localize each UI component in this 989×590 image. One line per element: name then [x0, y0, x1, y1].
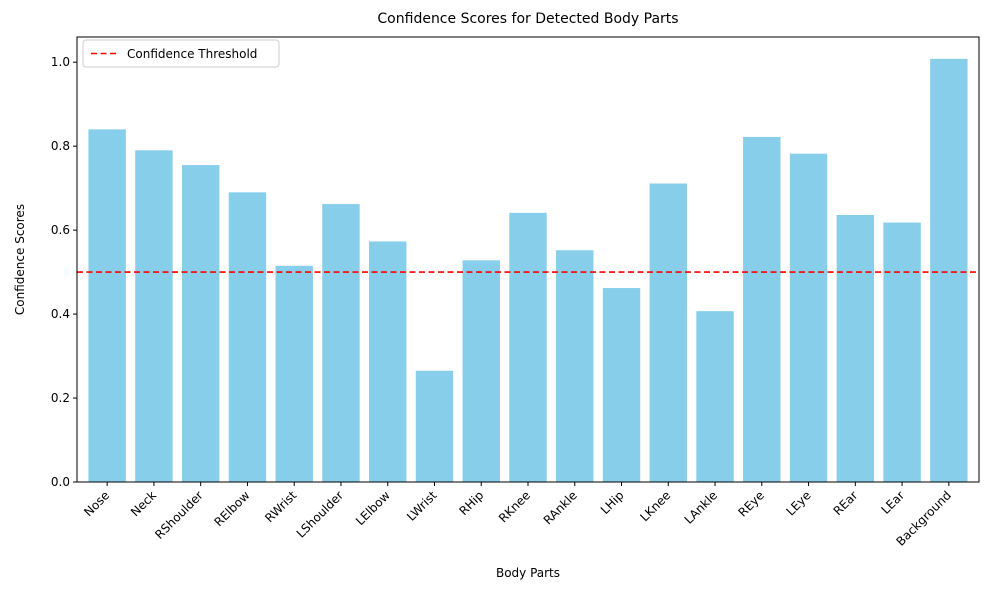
x-tick-label: Nose [81, 488, 112, 519]
bar-neck [135, 150, 173, 482]
y-tick-label: 0.4 [51, 307, 70, 321]
x-tick-label: LElbow [353, 488, 393, 528]
bar-background [930, 58, 968, 482]
legend: Confidence Threshold [82, 39, 280, 68]
bar-rknee [509, 212, 547, 482]
x-tick-label: LEye [783, 488, 813, 518]
y-tick-label: 0.8 [51, 139, 70, 153]
bars-group [88, 58, 968, 482]
x-tick-label: RElbow [212, 488, 253, 529]
x-tick-label: REar [831, 488, 861, 518]
y-tick-label: 0.6 [51, 223, 70, 237]
legend-threshold-label: Confidence Threshold [127, 47, 257, 61]
x-tick-label: REye [736, 488, 767, 519]
x-tick-label: LEar [879, 488, 908, 517]
x-axis-label: Body Parts [496, 566, 560, 580]
bar-lhip [602, 288, 641, 482]
bar-reye [743, 136, 781, 482]
x-tick-label: RShoulder [152, 488, 206, 542]
x-tick-label: RKnee [496, 488, 533, 525]
x-tick-label: RHip [456, 488, 486, 518]
chart-title: Confidence Scores for Detected Body Part… [377, 11, 678, 27]
x-tick-label: LShoulder [294, 488, 346, 540]
bar-leye [789, 153, 828, 482]
x-tick-label: LHip [598, 488, 627, 517]
y-tick-label: 1.0 [51, 55, 70, 69]
bar-lelbow [369, 241, 407, 482]
bar-lknee [649, 183, 687, 482]
bar-relbow [228, 192, 267, 482]
bar-lwrist [415, 370, 454, 482]
x-tick-label: Neck [128, 488, 159, 519]
bar-rwrist [275, 265, 313, 482]
x-tick-label: LWrist [404, 488, 440, 524]
y-tick-label: 0.0 [51, 475, 70, 489]
x-tick-label: LKnee [637, 488, 673, 524]
bar-rankle [556, 250, 594, 482]
bar-lankle [696, 311, 734, 482]
bar-nose [88, 129, 126, 482]
bar-rshoulder [181, 165, 220, 482]
bar-lshoulder [322, 204, 360, 482]
bar-rhip [462, 260, 500, 482]
x-tick-label: RWrist [262, 488, 299, 525]
bar-lear [883, 222, 921, 482]
y-tick-label: 0.2 [51, 391, 70, 405]
y-ticks-group: 0.0 0.2 0.4 0.6 0.8 1.0 [51, 55, 77, 489]
bar-rear [836, 215, 875, 482]
legend-box [82, 39, 280, 68]
y-axis-label: Confidence Scores [13, 204, 27, 315]
x-tick-label: RAnkle [541, 488, 580, 527]
x-tick-label: LAnkle [682, 488, 721, 527]
